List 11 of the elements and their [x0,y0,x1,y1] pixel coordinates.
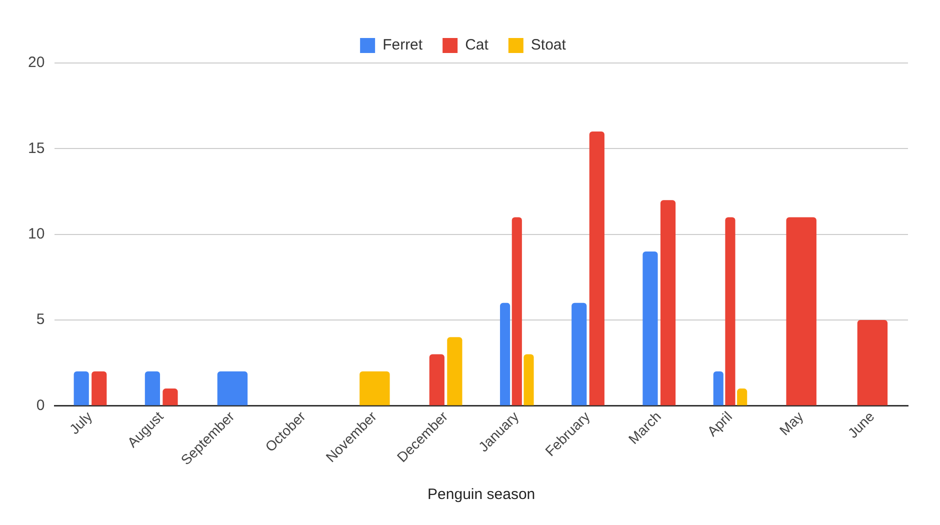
x-tick-label: July [66,408,96,438]
y-tick-label: 15 [28,140,45,157]
legend-label: Ferret [382,36,424,54]
y-tick-label: 10 [28,225,45,242]
y-tick-label: 20 [28,54,45,72]
legend-label: Stoat [530,36,567,54]
y-tick-label: 5 [36,311,45,328]
legend-label: Cat [465,36,490,54]
x-tick-label: May [776,408,806,438]
x-axis-title: Penguin season [428,486,536,504]
y-tick-label: 0 [36,396,45,414]
